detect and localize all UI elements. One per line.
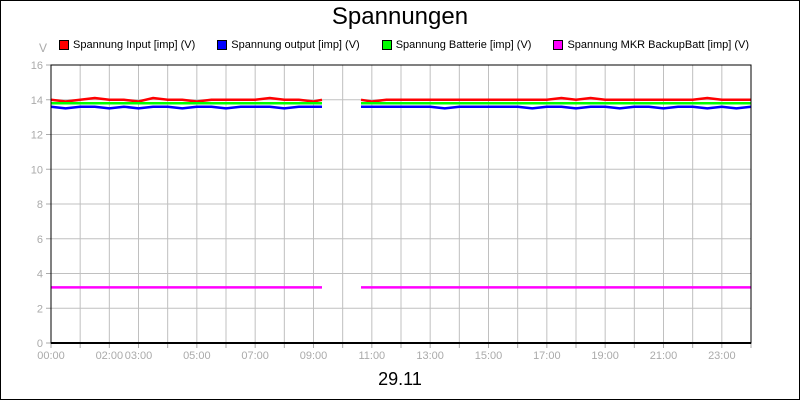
x-tick-label: 11:00 [358,350,385,362]
x-tick-label: 17:00 [533,350,561,362]
x-axis-label: 29.11 [378,369,422,389]
series-line-0 [50,96,323,103]
legend-label: Spannung Batterie [imp] (V) [395,39,532,51]
y-tick-label: 0 [37,338,43,350]
series-line-1 [361,105,752,110]
x-tick-label: 13:00 [416,350,444,362]
x-tick-label: 07:00 [241,350,269,362]
y-axis-label: V [39,41,48,55]
legend-swatch [59,40,69,50]
x-tick-label: 00:00 [37,350,65,362]
y-tick-label: 4 [37,269,43,281]
legend-item: Spannung MKR BackupBatt [imp] (V) [553,39,749,51]
legend-swatch [381,40,392,50]
legend-swatch [553,40,564,50]
x-tick-label: 19:00 [591,350,619,362]
legend-label: Spannung MKR BackupBatt [imp] (V) [567,39,750,51]
y-tick-label: 10 [31,164,43,176]
y-tick-label: 6 [37,234,43,246]
legend-item: Spannung Batterie [imp] (V) [381,39,532,51]
x-tick-label: 09:00 [300,350,328,362]
x-tick-label: 05:00 [183,350,211,362]
legend-swatch [217,40,228,50]
series-line-0 [360,96,751,103]
y-tick-label: 2 [37,303,43,315]
x-tick-label: 02:00 [96,350,124,362]
chart-title: Spannungen [331,3,469,30]
y-tick-label: 16 [31,60,43,72]
y-tick-label: 8 [37,199,43,211]
legend-item: Spannung output [imp] (V) [217,39,360,51]
legend: Spannung Input [imp] (V) Spannung output … [59,39,771,51]
y-tick-label: 12 [31,130,43,142]
legend-label: Spannung output [imp] (V) [231,39,360,51]
x-tick-label: 21:00 [650,350,678,362]
legend-item: Spannung Input [imp] (V) [59,39,195,51]
series-line-1 [50,105,322,110]
legend-label: Spannung Input [imp] (V) [73,39,196,51]
x-tick-label: 03:00 [125,350,153,362]
x-tick-label: 23:00 [708,350,736,362]
y-tick-label: 14 [31,95,43,107]
x-tick-label: 15:00 [475,350,503,362]
